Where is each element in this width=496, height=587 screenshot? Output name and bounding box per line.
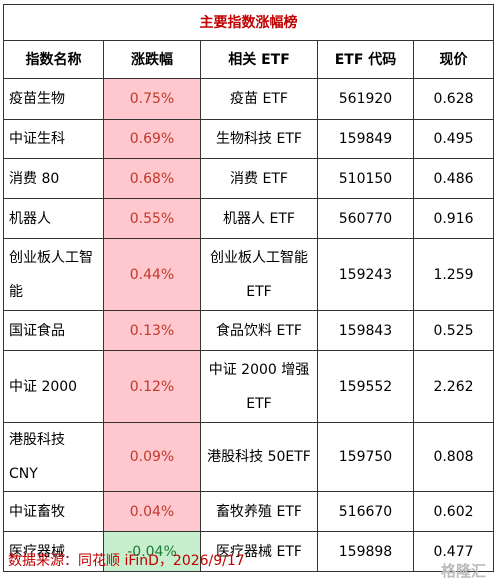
cell: 561920: [317, 78, 414, 120]
cell: 机器人 ETF: [200, 198, 318, 239]
cell: 516670: [317, 491, 414, 532]
cell: 1.259: [412, 238, 495, 311]
cell: 中证畜牧: [3, 491, 104, 532]
cell: 159552: [317, 350, 414, 423]
cell: 0.602: [412, 491, 495, 532]
table-title: 主要指数涨幅榜: [2, 4, 495, 41]
cell: 0.628: [412, 78, 495, 120]
cell: 生物科技 ETF: [200, 119, 318, 159]
data-row: 中证生科 0.69% 生物科技 ETF 159849 0.495: [3, 119, 495, 159]
cell: 医疗器械: [3, 531, 104, 572]
change-cell: 0.09%: [103, 422, 201, 492]
cell: 中证生科: [3, 119, 104, 159]
source-note: 数据来源：同花顺 iFinD，2026/9/17: [8, 553, 245, 569]
cell: 159898: [317, 531, 414, 572]
data-row: 中证 2000 0.12% 中证 2000 增强 ETF 159552 2.262: [3, 350, 495, 423]
cell: 中证 2000 增强 ETF: [200, 350, 318, 423]
cell: 0.916: [412, 198, 495, 239]
change-cell: -0.04%: [103, 531, 201, 572]
index-table: 主要指数涨幅榜 指数名称 涨跌幅 相关 ETF ETF 代码 现价 疫苗生物 0.75% 疫苗…: [2, 4, 495, 572]
cell: 159843: [317, 310, 414, 351]
table-body: 主要指数涨幅榜 指数名称 涨跌幅 相关 ETF ETF 代码 现价 疫苗生物 0.75% 疫苗…: [2, 4, 495, 572]
cell: 港股科技 50ETF: [200, 422, 318, 492]
cell: 畜牧养殖 ETF: [200, 491, 318, 532]
cell: 159849: [317, 119, 414, 159]
cell: 疫苗生物: [3, 78, 104, 120]
cell: 食品饮料 ETF: [200, 310, 318, 351]
cell: 0.808: [412, 422, 495, 492]
header-cell: ETF 代码: [317, 40, 414, 79]
change-cell: 0.44%: [103, 238, 201, 311]
cell: 医疗器械 ETF: [200, 531, 318, 572]
cell: 国证食品: [3, 310, 104, 351]
cell: 0.525: [412, 310, 495, 351]
data-row: 中证畜牧 0.04% 畜牧养殖 ETF 516670 0.602: [3, 491, 495, 532]
cell: 510150: [317, 158, 414, 199]
change-cell: 0.55%: [103, 198, 201, 239]
header-cell: 涨跌幅: [103, 40, 201, 79]
header-cell: 现价: [412, 40, 495, 79]
cell: 消费 80: [3, 158, 104, 199]
change-cell: 0.13%: [103, 310, 201, 351]
cell: 2.262: [412, 350, 495, 423]
data-row: 消费 80 0.68% 消费 ETF 510150 0.486: [3, 158, 495, 199]
cell: 0.486: [412, 158, 495, 199]
cell: 中证 2000: [3, 350, 104, 423]
cell: 0.477: [412, 531, 495, 572]
cell: 疫苗 ETF: [200, 78, 318, 120]
change-cell: 0.04%: [103, 491, 201, 532]
cell: 创业板人工智能 ETF: [200, 238, 318, 311]
data-row: 疫苗生物 0.75% 疫苗 ETF 561920 0.628: [3, 78, 495, 120]
cell: 创业板人工智能: [3, 238, 104, 311]
data-row: 医疗器械 -0.04% 医疗器械 ETF 159898 0.477: [3, 531, 495, 572]
cell: 机器人: [3, 198, 104, 239]
data-row: 创业板人工智能 0.44% 创业板人工智能 ETF 159243 1.259: [3, 238, 495, 311]
cell: 159750: [317, 422, 414, 492]
cell: 港股科技 CNY: [3, 422, 104, 492]
data-row: 国证食品 0.13% 食品饮料 ETF 159843 0.525: [3, 310, 495, 351]
header-row: 指数名称 涨跌幅 相关 ETF ETF 代码 现价: [3, 40, 495, 79]
data-row: 港股科技 CNY 0.09% 港股科技 50ETF 159750 0.808: [3, 422, 495, 492]
watermark: 格隆汇: [440, 562, 486, 580]
title-row: 主要指数涨幅榜: [2, 4, 495, 41]
cell: 159243: [317, 238, 414, 311]
cell: 消费 ETF: [200, 158, 318, 199]
change-cell: 0.68%: [103, 158, 201, 199]
header-cell: 指数名称: [3, 40, 104, 79]
change-cell: 0.75%: [103, 78, 201, 120]
data-row: 机器人 0.55% 机器人 ETF 560770 0.916: [3, 198, 495, 239]
header-cell: 相关 ETF: [200, 40, 318, 79]
cell: 560770: [317, 198, 414, 239]
change-cell: 0.69%: [103, 119, 201, 159]
change-cell: 0.12%: [103, 350, 201, 423]
cell: 0.495: [412, 119, 495, 159]
